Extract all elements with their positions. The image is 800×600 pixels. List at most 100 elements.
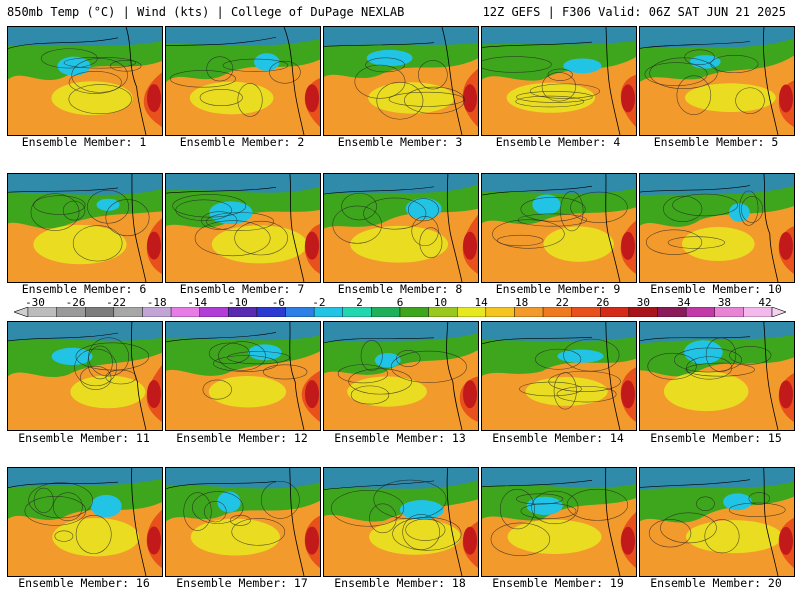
ensemble-member-label: Ensemble Member: 9 (495, 282, 621, 296)
ensemble-member-label: Ensemble Member: 1 (21, 135, 147, 149)
header: 850mb Temp (°C) | Wind (kts) | College o… (0, 0, 800, 22)
colorbar-tick-label: 30 (636, 296, 650, 309)
colorbar-segment (113, 307, 143, 317)
ensemble-member-label: Ensemble Member: 7 (179, 282, 305, 296)
colorbar-tick-label: 42 (758, 296, 772, 309)
ensemble-member-panel (323, 321, 479, 431)
colorbar-tick-label: 38 (717, 296, 732, 309)
temperature-colorbar (14, 307, 786, 317)
colorbar-tick-label: 14 (474, 296, 488, 309)
ensemble-member-panel (165, 321, 321, 431)
ensemble-member-panel (481, 321, 637, 431)
ensemble-member-label: Ensemble Member: 8 (337, 282, 463, 296)
colorbar-tick-labels: -30 -26 -22 -18 -14 -10 -6 -2 2 6 10 14 18 22 26 30 34 38… (0, 296, 800, 309)
ensemble-member-panel (165, 26, 321, 136)
map-title: 850mb Temp (°C) | Wind (kts) | College o… (7, 5, 405, 19)
run-valid-time: 12Z GEFS | F306 Valid: 06Z SAT JUN 21 20… (482, 5, 786, 19)
colorbar-segment (256, 307, 286, 317)
colorbar-segment (457, 307, 487, 317)
member-map (166, 27, 320, 135)
colorbar-tick-label: 18 (515, 296, 529, 309)
ensemble-member-label: Ensemble Member: 19 (492, 576, 624, 590)
colorbar-tick-label: -30 (25, 296, 45, 309)
member-map (8, 468, 162, 576)
colorbar-segment (228, 307, 258, 317)
colorbar-segment (485, 307, 515, 317)
colorbar-tick-label: 6 (396, 296, 404, 309)
colorbar-tick-label: -6 (271, 296, 285, 309)
ensemble-member-label: Ensemble Member: 20 (650, 576, 782, 590)
member-map (482, 322, 636, 430)
ensemble-member-panel (481, 467, 637, 577)
colorbar-segment (313, 307, 343, 317)
ensemble-member-panel (639, 467, 795, 577)
colorbar-segment (600, 307, 630, 317)
ensemble-member-label: Ensemble Member: 3 (337, 135, 463, 149)
colorbar-segment (714, 307, 744, 317)
ensemble-member-label: Ensemble Member: 18 (334, 576, 466, 590)
colorbar-segment (371, 307, 401, 317)
colorbar-segment (571, 307, 601, 317)
colorbar-tick-label: 26 (596, 296, 610, 309)
ensemble-member-label: Ensemble Member: 5 (653, 135, 779, 149)
ensemble-member-label: Ensemble Member: 13 (334, 431, 466, 445)
colorbar-tick-label: -22 (106, 296, 127, 309)
ensemble-member-label: Ensemble Member: 4 (495, 135, 621, 149)
colorbar-segment (170, 307, 200, 317)
ensemble-member-label: Ensemble Member: 2 (179, 135, 305, 149)
colorbar-segment (628, 307, 658, 317)
ensemble-member-panel (7, 321, 163, 431)
colorbar-max-arrow (771, 307, 786, 317)
colorbar-tick-label: 22 (555, 296, 569, 309)
colorbar-segment (514, 307, 544, 317)
member-map (482, 27, 636, 135)
ensemble-member-label: Ensemble Member: 10 (650, 282, 782, 296)
ensemble-member-panel (323, 26, 479, 136)
ensemble-member-panel (7, 173, 163, 283)
member-map (166, 174, 320, 282)
colorbar-segment (428, 307, 458, 317)
ensemble-member-label: Ensemble Member: 12 (176, 431, 308, 445)
colorbar-min-arrow (14, 307, 29, 317)
ensemble-member-panel (7, 467, 163, 577)
member-map (324, 322, 478, 430)
ensemble-member-label: Ensemble Member: 16 (18, 576, 150, 590)
colorbar-segment (342, 307, 372, 317)
ensemble-member-label: Ensemble Member: 6 (21, 282, 147, 296)
ensemble-member-panel (323, 173, 479, 283)
ensemble-member-panel (165, 467, 321, 577)
member-map (482, 468, 636, 576)
colorbar-segment (285, 307, 315, 317)
colorbar-tick-label: -10 (227, 296, 248, 309)
colorbar-tick-label: 34 (677, 296, 691, 309)
ensemble-member-panel (481, 26, 637, 136)
ensemble-member-panel (639, 321, 795, 431)
colorbar-segment (685, 307, 715, 317)
colorbar-tick-label: 10 (433, 296, 448, 309)
ensemble-member-panel (165, 173, 321, 283)
member-map (324, 468, 478, 576)
member-map (166, 322, 320, 430)
member-map (8, 174, 162, 282)
colorbar-segment (142, 307, 172, 317)
member-map (640, 468, 794, 576)
member-map (640, 174, 794, 282)
ensemble-member-label: Ensemble Member: 15 (650, 431, 782, 445)
colorbar-tick-label: -18 (146, 296, 167, 309)
ensemble-member-panel (639, 26, 795, 136)
colorbar-segment (85, 307, 115, 317)
colorbar-tick-label: -26 (65, 296, 86, 309)
member-map (8, 27, 162, 135)
colorbar-tick-label: -2 (312, 296, 326, 309)
ensemble-member-label: Ensemble Member: 14 (492, 431, 624, 445)
colorbar-segment (27, 307, 57, 317)
colorbar-tick-label: 2 (356, 296, 363, 309)
member-map (640, 322, 794, 430)
ensemble-member-panel (7, 26, 163, 136)
member-map (8, 322, 162, 430)
colorbar-segment (399, 307, 429, 317)
colorbar-segment (199, 307, 229, 317)
member-map (640, 27, 794, 135)
ensemble-member-label: Ensemble Member: 11 (18, 431, 150, 445)
member-map (324, 27, 478, 135)
